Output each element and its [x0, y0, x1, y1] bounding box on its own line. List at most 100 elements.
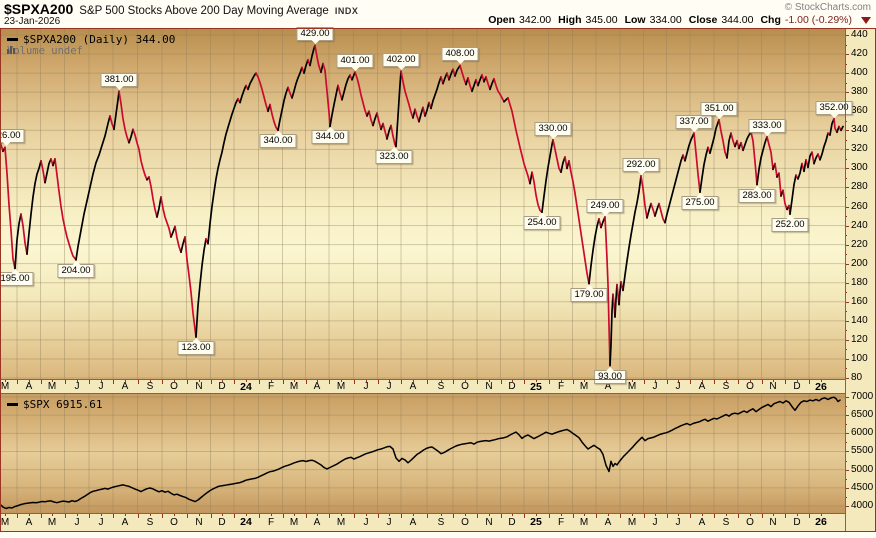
axis-tick	[329, 380, 330, 384]
axis-minor-tick	[845, 330, 847, 331]
axis-tick	[137, 380, 139, 384]
y-axis-label: 6500	[851, 409, 874, 421]
price-line-segment	[368, 110, 374, 127]
x-axis-label: O	[746, 517, 754, 528]
x-axis-label: F	[267, 381, 275, 392]
y-axis-label: 380	[851, 86, 868, 98]
price-line-segment	[774, 162, 778, 178]
axis-tick	[162, 514, 163, 518]
y-axis-border	[845, 29, 846, 531]
axis-minor-tick	[632, 380, 633, 382]
axis-minor-tick	[5, 514, 6, 516]
axis-tick	[477, 380, 478, 384]
y-axis-label: 400	[851, 67, 868, 79]
price-line-segment	[337, 84, 343, 101]
axis-minor-tick	[341, 514, 342, 516]
price-line-segment	[26, 159, 42, 255]
x-axis-label: A	[313, 517, 321, 528]
axis-tick	[377, 514, 379, 518]
axis-tick	[572, 514, 574, 518]
axis-tick	[761, 380, 763, 384]
axis-tick	[761, 514, 763, 518]
x-axis-label: J	[652, 517, 658, 528]
axis-minor-tick	[845, 178, 847, 179]
price-line-segment	[170, 225, 176, 238]
axis-tick	[643, 514, 645, 518]
price-line-segment	[341, 74, 351, 101]
y-axis-label: 260	[851, 200, 868, 212]
price-line-segment	[414, 108, 420, 123]
header: $SPXA200 S&P 500 Stocks Above 200 Day Mo…	[0, 0, 876, 28]
price-annotation: 429.00	[296, 27, 334, 45]
axis-minor-tick	[199, 514, 200, 516]
axis-tick	[785, 514, 786, 518]
price-line-segment	[128, 128, 134, 144]
close-value: 344.00	[721, 14, 754, 26]
chart-frame-left	[0, 28, 1, 532]
price-line-segment	[493, 77, 505, 103]
axis-minor-tick	[29, 514, 30, 516]
axis-minor-tick	[845, 64, 847, 65]
axis-minor-tick	[608, 514, 609, 516]
price-line-segment	[160, 196, 172, 238]
axis-minor-tick	[726, 514, 727, 516]
main-chart-plot: $SPXA200 (Daily) 344.00 Volume undef 326…	[0, 27, 853, 384]
axis-minor-tick	[773, 380, 774, 382]
price-annotation: 330.00	[534, 121, 572, 139]
price-line-segment	[622, 175, 642, 292]
price-annotation: 179.00	[570, 284, 608, 302]
price-line-segment	[797, 162, 803, 180]
high-value: 345.00	[585, 14, 618, 26]
x-axis-label: M	[47, 517, 57, 528]
axis-minor-tick	[150, 380, 151, 382]
axis-tick	[186, 514, 188, 518]
price-line-segment	[44, 158, 52, 184]
axis-minor-tick	[29, 380, 30, 382]
axis-minor-tick	[773, 514, 774, 516]
y-axis-label: 280	[851, 181, 868, 193]
price-line-segment	[568, 159, 590, 285]
price-line-segment	[489, 77, 495, 91]
x-axis-label: M	[579, 381, 589, 392]
y-axis-label: 7000	[851, 391, 874, 402]
volume-legend: Volume undef	[7, 45, 83, 57]
x-axis-label: A	[121, 517, 129, 528]
y-axis-label: 320	[851, 143, 868, 155]
price-line-segment	[459, 64, 467, 86]
x-axis-label: M	[47, 381, 57, 392]
chart-block: $SPXA200 (Daily) 344.00 Volume undef 326…	[0, 27, 876, 532]
axis-minor-tick	[845, 45, 847, 46]
price-line-segment	[418, 106, 424, 123]
price-line-segment	[395, 70, 402, 148]
x-axis-label: M	[289, 517, 299, 528]
y-axis-label: 300	[851, 162, 868, 174]
axis-minor-tick	[489, 380, 490, 382]
axis-minor-tick	[702, 514, 703, 516]
price-annotation: 123.00	[177, 338, 215, 356]
x-axis-label: 24	[240, 516, 252, 528]
axis-minor-tick	[845, 254, 847, 255]
chart-title: S&P 500 Stocks Above 200 Day Moving Aver…	[79, 5, 329, 17]
y-axis-label: 5500	[851, 445, 874, 457]
axis-minor-tick	[845, 461, 847, 462]
chg-value: -1.00 (-0.29%)	[784, 14, 852, 26]
x-axis-label: O	[461, 517, 469, 528]
x-axis-label: M	[0, 381, 10, 392]
price-line-segment	[726, 132, 732, 159]
x-axis-label: S	[437, 381, 445, 392]
price-line-segment	[778, 172, 782, 197]
x-axis-label: O	[746, 381, 754, 392]
axis-minor-tick	[845, 83, 847, 84]
price-line-segment	[109, 115, 115, 131]
x-axis-label: J	[386, 381, 392, 392]
price-annotation: 333.00	[748, 118, 786, 136]
y-axis-label: 4000	[851, 499, 874, 511]
axis-tick	[548, 514, 550, 518]
axis-tick	[548, 380, 550, 384]
x-axis-label: A	[313, 381, 321, 392]
price-line-segment	[277, 86, 289, 132]
axis-minor-tick	[845, 349, 847, 350]
axis-minor-tick	[101, 380, 102, 382]
axis-tick	[643, 380, 645, 384]
